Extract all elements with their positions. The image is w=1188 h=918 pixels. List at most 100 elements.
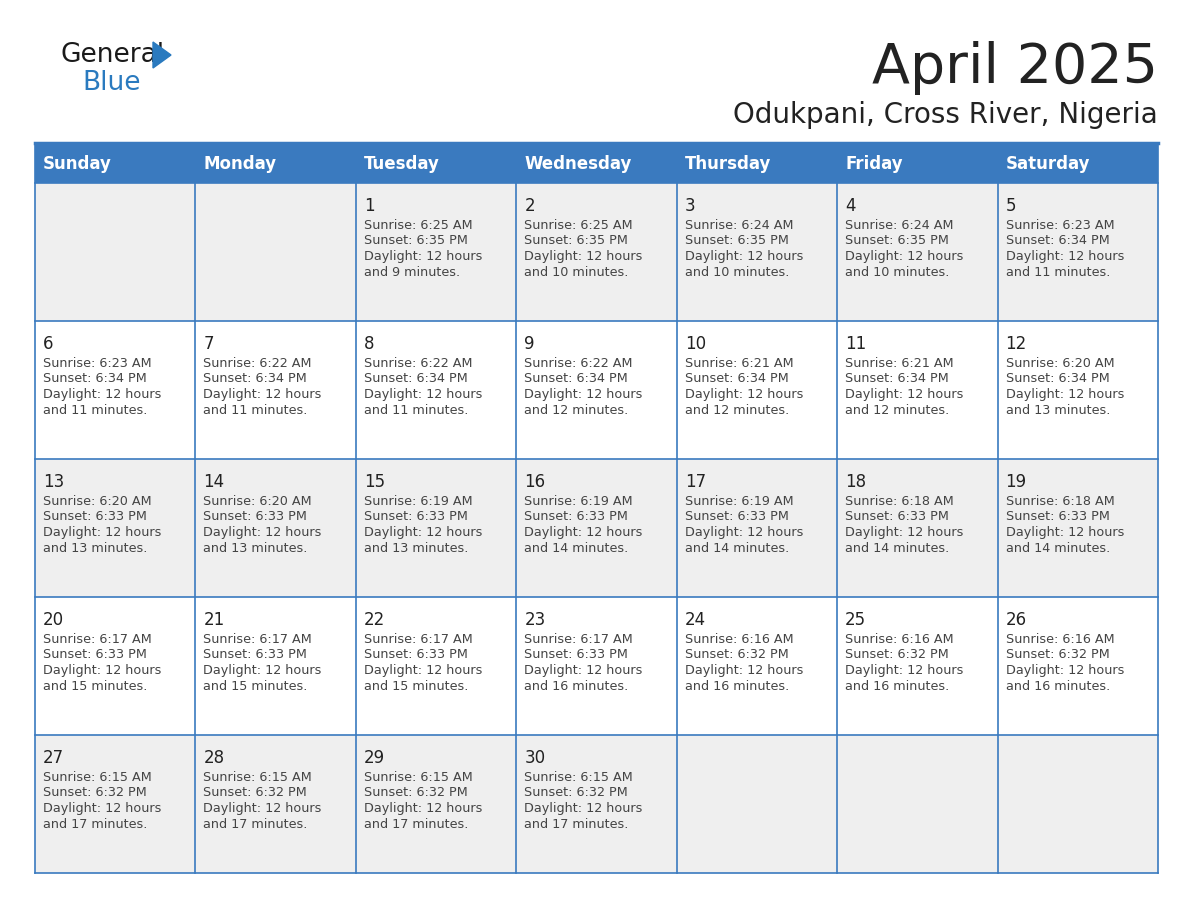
Bar: [34, 183, 196, 321]
Text: Daylight: 12 hours: Daylight: 12 hours: [364, 526, 482, 539]
Text: 9: 9: [524, 335, 535, 353]
Bar: [677, 183, 838, 321]
Text: and 17 minutes.: and 17 minutes.: [203, 818, 308, 831]
Text: 18: 18: [845, 473, 866, 491]
Bar: [677, 321, 838, 459]
Text: 10: 10: [684, 335, 706, 353]
Text: and 13 minutes.: and 13 minutes.: [364, 542, 468, 554]
Text: Sunrise: 6:16 AM: Sunrise: 6:16 AM: [1005, 633, 1114, 646]
Text: Daylight: 12 hours: Daylight: 12 hours: [1005, 388, 1124, 401]
Text: Monday: Monday: [203, 155, 277, 173]
Text: and 12 minutes.: and 12 minutes.: [684, 404, 789, 417]
Text: Sunrise: 6:15 AM: Sunrise: 6:15 AM: [43, 771, 152, 784]
Text: Sunrise: 6:17 AM: Sunrise: 6:17 AM: [364, 633, 473, 646]
Text: Sunset: 6:33 PM: Sunset: 6:33 PM: [203, 648, 308, 662]
Text: 12: 12: [1005, 335, 1026, 353]
Bar: [517, 459, 677, 597]
Text: Sunrise: 6:20 AM: Sunrise: 6:20 AM: [43, 495, 152, 508]
Text: Sunrise: 6:22 AM: Sunrise: 6:22 AM: [524, 357, 633, 370]
Text: Sunset: 6:34 PM: Sunset: 6:34 PM: [1005, 373, 1110, 386]
Bar: [34, 321, 196, 459]
Text: Sunset: 6:33 PM: Sunset: 6:33 PM: [364, 648, 468, 662]
Text: and 16 minutes.: and 16 minutes.: [684, 679, 789, 692]
Text: Sunrise: 6:21 AM: Sunrise: 6:21 AM: [684, 357, 794, 370]
Bar: [998, 321, 1158, 459]
Text: and 16 minutes.: and 16 minutes.: [1005, 679, 1110, 692]
Bar: [34, 597, 196, 735]
Bar: [356, 183, 517, 321]
Text: Thursday: Thursday: [684, 155, 771, 173]
Bar: [517, 735, 677, 873]
Bar: [517, 183, 677, 321]
Bar: [998, 459, 1158, 597]
Text: and 12 minutes.: and 12 minutes.: [845, 404, 949, 417]
Text: Sunset: 6:34 PM: Sunset: 6:34 PM: [845, 373, 949, 386]
Text: Daylight: 12 hours: Daylight: 12 hours: [43, 664, 162, 677]
Text: Sunrise: 6:21 AM: Sunrise: 6:21 AM: [845, 357, 954, 370]
Text: Sunrise: 6:15 AM: Sunrise: 6:15 AM: [203, 771, 312, 784]
Text: and 17 minutes.: and 17 minutes.: [364, 818, 468, 831]
Text: Sunrise: 6:20 AM: Sunrise: 6:20 AM: [203, 495, 312, 508]
Bar: [677, 459, 838, 597]
Text: Wednesday: Wednesday: [524, 155, 632, 173]
Text: Daylight: 12 hours: Daylight: 12 hours: [1005, 250, 1124, 263]
Bar: [838, 459, 998, 597]
Text: 26: 26: [1005, 611, 1026, 629]
Text: Daylight: 12 hours: Daylight: 12 hours: [524, 388, 643, 401]
Text: 15: 15: [364, 473, 385, 491]
Text: Sunset: 6:33 PM: Sunset: 6:33 PM: [203, 510, 308, 523]
Text: and 11 minutes.: and 11 minutes.: [43, 404, 147, 417]
Text: April 2025: April 2025: [872, 41, 1158, 95]
Text: Daylight: 12 hours: Daylight: 12 hours: [43, 388, 162, 401]
Text: and 13 minutes.: and 13 minutes.: [203, 542, 308, 554]
Bar: [998, 735, 1158, 873]
Text: and 17 minutes.: and 17 minutes.: [524, 818, 628, 831]
Bar: [356, 735, 517, 873]
Text: Sunset: 6:34 PM: Sunset: 6:34 PM: [524, 373, 628, 386]
Text: and 9 minutes.: and 9 minutes.: [364, 265, 460, 278]
Text: Sunset: 6:34 PM: Sunset: 6:34 PM: [43, 373, 147, 386]
Text: 3: 3: [684, 197, 695, 215]
Text: Sunset: 6:34 PM: Sunset: 6:34 PM: [203, 373, 308, 386]
Text: Sunset: 6:33 PM: Sunset: 6:33 PM: [845, 510, 949, 523]
Text: 19: 19: [1005, 473, 1026, 491]
Text: Daylight: 12 hours: Daylight: 12 hours: [524, 526, 643, 539]
Text: Sunrise: 6:15 AM: Sunrise: 6:15 AM: [364, 771, 473, 784]
Text: 14: 14: [203, 473, 225, 491]
Text: Daylight: 12 hours: Daylight: 12 hours: [203, 802, 322, 815]
Text: 6: 6: [43, 335, 53, 353]
Bar: [34, 735, 196, 873]
Bar: [356, 597, 517, 735]
Text: 27: 27: [43, 749, 64, 767]
Text: Blue: Blue: [82, 70, 140, 96]
Text: Sunset: 6:35 PM: Sunset: 6:35 PM: [845, 234, 949, 248]
Text: Daylight: 12 hours: Daylight: 12 hours: [203, 526, 322, 539]
Text: Sunday: Sunday: [43, 155, 112, 173]
Text: and 15 minutes.: and 15 minutes.: [203, 679, 308, 692]
Text: Sunrise: 6:18 AM: Sunrise: 6:18 AM: [845, 495, 954, 508]
Text: Daylight: 12 hours: Daylight: 12 hours: [684, 250, 803, 263]
Text: Tuesday: Tuesday: [364, 155, 440, 173]
Text: Sunrise: 6:19 AM: Sunrise: 6:19 AM: [524, 495, 633, 508]
Text: and 11 minutes.: and 11 minutes.: [203, 404, 308, 417]
Text: 4: 4: [845, 197, 855, 215]
Text: 29: 29: [364, 749, 385, 767]
Text: 21: 21: [203, 611, 225, 629]
Text: Sunrise: 6:23 AM: Sunrise: 6:23 AM: [43, 357, 152, 370]
Text: Sunrise: 6:22 AM: Sunrise: 6:22 AM: [203, 357, 312, 370]
Text: 7: 7: [203, 335, 214, 353]
Text: Sunrise: 6:17 AM: Sunrise: 6:17 AM: [203, 633, 312, 646]
Text: Daylight: 12 hours: Daylight: 12 hours: [845, 526, 963, 539]
Text: 28: 28: [203, 749, 225, 767]
Text: and 14 minutes.: and 14 minutes.: [524, 542, 628, 554]
Text: Sunset: 6:32 PM: Sunset: 6:32 PM: [684, 648, 789, 662]
Text: Friday: Friday: [845, 155, 903, 173]
Polygon shape: [153, 42, 171, 68]
Bar: [677, 735, 838, 873]
Text: Sunset: 6:32 PM: Sunset: 6:32 PM: [845, 648, 949, 662]
Bar: [196, 735, 356, 873]
Text: and 11 minutes.: and 11 minutes.: [1005, 265, 1110, 278]
Text: Sunrise: 6:16 AM: Sunrise: 6:16 AM: [845, 633, 954, 646]
Bar: [517, 321, 677, 459]
Text: Sunset: 6:33 PM: Sunset: 6:33 PM: [43, 510, 147, 523]
